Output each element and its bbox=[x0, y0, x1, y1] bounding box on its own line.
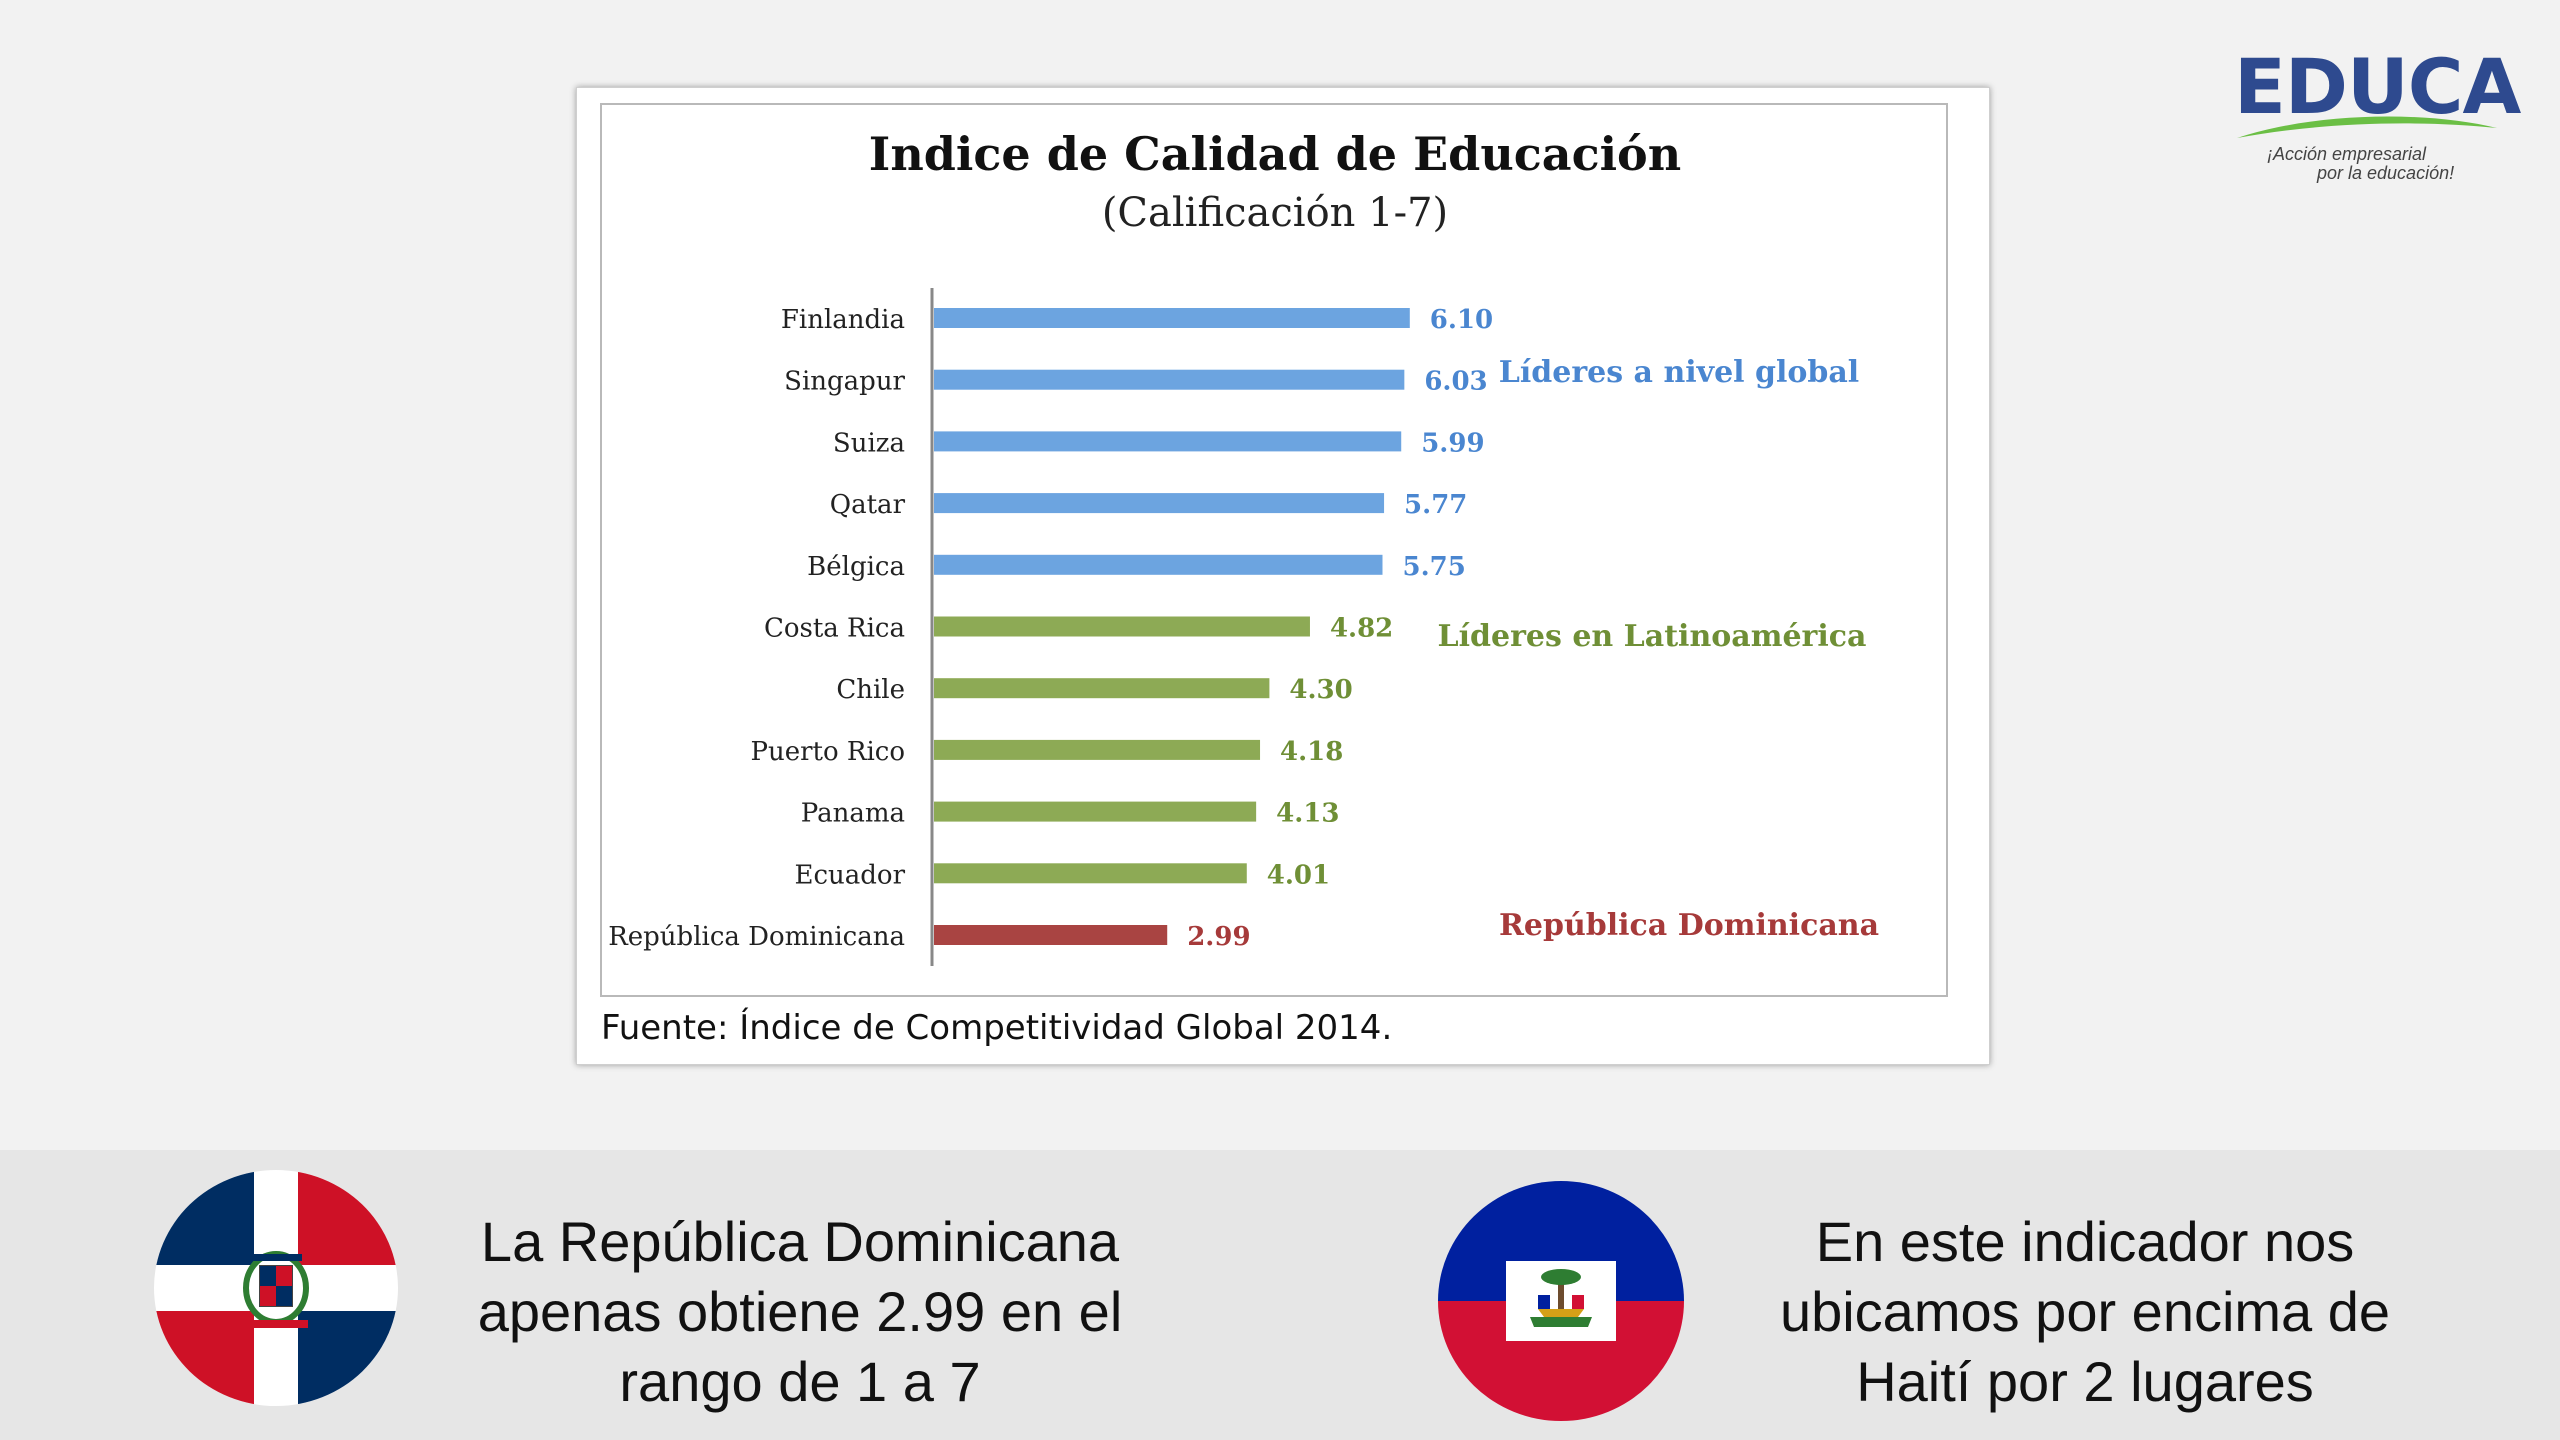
bar bbox=[934, 431, 1402, 452]
data-label: 2.99 bbox=[1187, 922, 1250, 952]
caption-band bbox=[0, 1150, 2560, 1440]
left-caption-line: La República Dominicana bbox=[480, 1210, 1120, 1273]
category-label: Finlandia bbox=[781, 305, 905, 335]
data-label: 4.18 bbox=[1280, 737, 1343, 767]
category-label: Bélgica bbox=[807, 552, 905, 582]
group-annotation: Líderes en Latinoamérica bbox=[1438, 619, 1867, 654]
bar bbox=[934, 616, 1310, 637]
category-label: Chile bbox=[836, 675, 905, 705]
logo-tagline-1: ¡Acción empresarial bbox=[2267, 144, 2427, 164]
left-caption-line: rango de 1 a 7 bbox=[619, 1350, 981, 1413]
bar bbox=[934, 678, 1270, 699]
data-label: 6.03 bbox=[1424, 367, 1487, 397]
bar bbox=[934, 493, 1385, 514]
category-label: República Dominicana bbox=[608, 922, 905, 952]
data-label: 4.01 bbox=[1267, 860, 1330, 890]
category-label: Qatar bbox=[830, 490, 906, 520]
group-annotation: Líderes a nivel global bbox=[1499, 355, 1859, 390]
bar bbox=[934, 369, 1405, 390]
data-label: 4.13 bbox=[1276, 799, 1339, 829]
right-caption: En este indicador nos ubicamos por encim… bbox=[1720, 1207, 2450, 1417]
chart-source: Fuente: Índice de Competitividad Global … bbox=[601, 1008, 1393, 1048]
category-label: Panama bbox=[801, 799, 905, 829]
logo-tagline-2: por la educación! bbox=[2317, 163, 2455, 183]
left-caption-line: apenas obtiene 2.99 en el bbox=[477, 1280, 1123, 1343]
group-annotation: República Dominicana bbox=[1499, 908, 1879, 943]
category-label: Suiza bbox=[833, 428, 905, 458]
chart-card: Indice de Calidad de Educación (Calificac… bbox=[576, 87, 1990, 1065]
category-label: Puerto Rico bbox=[750, 737, 905, 767]
logo-swoosh-icon bbox=[2237, 116, 2497, 138]
bar bbox=[934, 925, 1168, 945]
category-label: Costa Rica bbox=[764, 614, 905, 644]
category-label: Singapur bbox=[784, 367, 905, 397]
data-label: 4.82 bbox=[1330, 614, 1393, 644]
left-caption: La República Dominicana apenas obtiene 2… bbox=[430, 1207, 1170, 1417]
data-label: 5.77 bbox=[1404, 490, 1467, 520]
right-caption-line: ubicamos por encima de bbox=[1779, 1280, 2391, 1343]
chart-subtitle: (Calificación 1-7) bbox=[1102, 190, 1448, 236]
right-caption-line: Haití por 2 lugares bbox=[1856, 1350, 2314, 1413]
category-label: Ecuador bbox=[794, 860, 905, 890]
bar bbox=[934, 308, 1410, 328]
data-label: 6.10 bbox=[1430, 305, 1493, 335]
bar bbox=[934, 801, 1257, 822]
data-label: 5.99 bbox=[1421, 428, 1484, 458]
dominican-republic-flag-icon bbox=[154, 1170, 398, 1406]
bar bbox=[934, 863, 1247, 884]
bar bbox=[934, 554, 1383, 575]
educa-logo: EDUCA ¡Acción empresarial por la educaci… bbox=[2222, 42, 2522, 202]
bar bbox=[934, 739, 1261, 760]
logo-wordmark: EDUCA bbox=[2234, 42, 2521, 131]
data-label: 5.75 bbox=[1403, 552, 1466, 582]
data-label: 4.30 bbox=[1289, 675, 1352, 705]
chart-title: Indice de Calidad de Educación bbox=[869, 127, 1681, 181]
haiti-flag-icon bbox=[1438, 1181, 1684, 1421]
right-caption-line: En este indicador nos bbox=[1815, 1210, 2355, 1273]
chart-frame bbox=[600, 103, 1948, 997]
education-quality-chart: Indice de Calidad de Educación (Calificac… bbox=[608, 127, 1879, 966]
